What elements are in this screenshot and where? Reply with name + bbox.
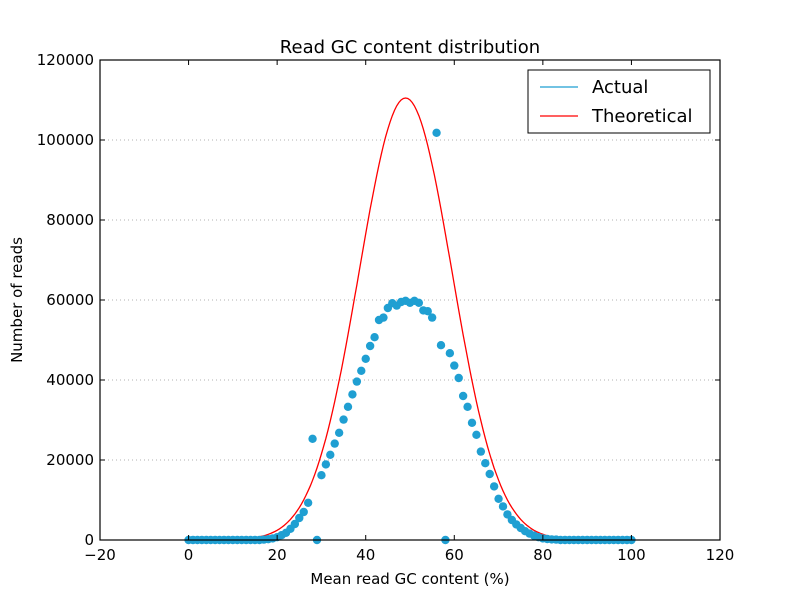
data-point [472,430,481,439]
data-point [379,313,388,322]
data-point [427,313,437,322]
legend-box [527,69,711,134]
chart-title: Read GC content distribution [280,37,540,58]
x-tick-label: 100 [617,546,646,564]
data-point [476,447,486,456]
y-tick-label: 120000 [37,51,94,69]
data-point [334,428,344,437]
data-point [343,402,353,411]
data-point [361,354,370,363]
grid [100,139,720,461]
y-tick-label: 20000 [46,451,94,469]
data-point [423,307,432,316]
data-point [432,128,441,137]
data-point [489,482,499,491]
data-point [365,341,375,351]
legend-label-actual: Actual [592,77,648,98]
data-point [299,507,308,517]
data-point [330,439,339,448]
y-axis-label: Number of reads [8,237,26,363]
data-point [295,513,304,523]
data-point [445,349,455,358]
x-tick-label: −20 [84,546,116,564]
data-point [308,434,317,443]
x-axis-label: Mean read GC content (%) [310,570,509,588]
data-point [503,510,512,519]
x-axis: −20 0 20 40 60 80 100 120 [84,60,734,564]
x-tick-label: 120 [706,546,735,564]
x-tick-label: 0 [184,546,194,564]
data-point [326,450,335,459]
data-point [485,469,494,479]
y-tick-label: 100000 [37,131,94,149]
data-point [370,333,379,342]
data-point [339,415,348,424]
data-point [463,402,472,411]
data-point [414,298,424,307]
data-point [352,377,362,386]
data-point [348,390,357,399]
actual-series [184,128,636,545]
data-point [498,502,508,511]
y-tick-label: 80000 [46,211,94,229]
data-point [321,460,331,469]
data-point [436,341,446,350]
x-tick-label: 20 [268,546,287,564]
x-tick-label: 60 [445,546,464,564]
data-point [481,459,490,468]
y-tick-label: 40000 [46,371,94,389]
data-point [454,373,463,383]
data-point [303,498,313,507]
x-tick-label: 80 [533,546,552,564]
y-axis: 0 20000 40000 60000 80000 100000 120000 [37,51,720,549]
data-point [494,494,503,503]
x-tick-label: 40 [356,546,375,564]
data-point [458,391,468,401]
y-tick-label: 60000 [46,291,94,309]
data-point [290,519,300,529]
theoretical-series [188,97,632,541]
legend-label-theoretical: Theoretical [591,106,693,127]
theoretical-curve [188,97,632,541]
y-tick-label: 0 [84,531,94,549]
legend: Actual Theoretical [527,69,711,134]
data-point [467,418,477,427]
data-point [317,471,326,480]
data-point [450,361,459,370]
data-point [357,366,366,375]
